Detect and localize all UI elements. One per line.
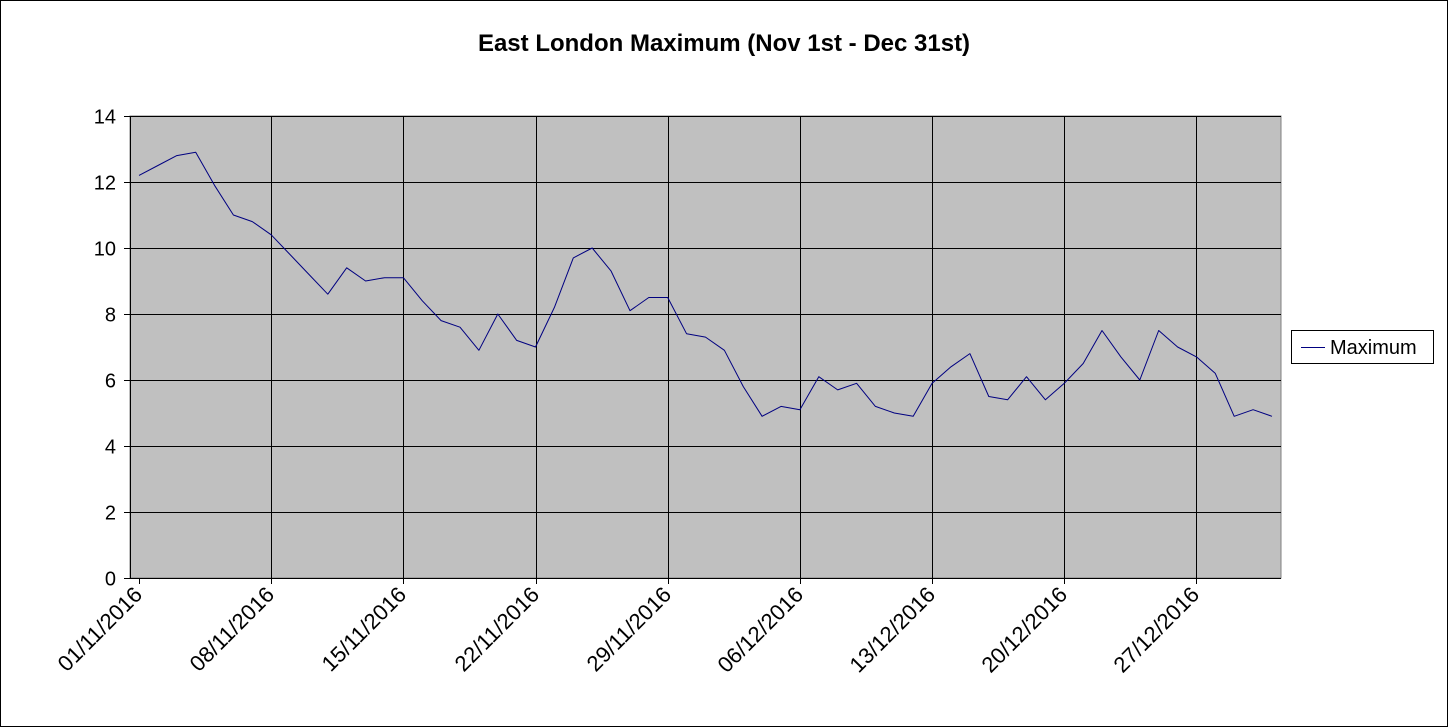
series-layer: [138, 151, 1273, 417]
x-tick-label: 15/11/2016: [317, 582, 411, 676]
y-axis-ticks: 0 2 4 6 8 10 12 14: [94, 107, 130, 591]
plot-area: [129, 115, 1282, 579]
legend-line-swatch: [1301, 347, 1325, 348]
x-tick-label: 13/12/2016: [844, 582, 940, 678]
legend: Maximum: [1291, 330, 1434, 364]
vertical-gridlines: [271, 116, 1197, 578]
axes: [130, 116, 1281, 579]
y-tick-label: 2: [105, 503, 116, 525]
y-tick-label: 0: [105, 569, 116, 591]
legend-label: Maximum: [1330, 337, 1417, 359]
horizontal-gridlines: [130, 116, 1281, 579]
x-tick-label: 01/11/2016: [53, 582, 147, 676]
x-axis-ticks: 01/11/2016 08/11/2016 15/11/2016 22/11/2016…: [53, 578, 1204, 677]
y-tick-label: 4: [105, 437, 116, 459]
y-tick-label: 12: [94, 173, 116, 195]
x-tick-label: 27/12/2016: [1108, 582, 1204, 678]
x-tick-label: 06/12/2016: [712, 582, 808, 678]
series-line-maximum: [138, 151, 1273, 417]
y-tick-label: 6: [105, 371, 116, 393]
y-tick-label: 8: [105, 305, 116, 327]
x-tick-label: 22/11/2016: [450, 582, 544, 676]
y-tick-label: 14: [94, 107, 116, 129]
x-tick-label: 29/11/2016: [582, 582, 676, 676]
x-tick-label: 20/12/2016: [976, 582, 1072, 678]
chart-title: East London Maximum (Nov 1st - Dec 31st): [477, 30, 971, 57]
x-tick-label: 08/11/2016: [185, 582, 279, 676]
y-tick-label: 10: [94, 239, 116, 261]
